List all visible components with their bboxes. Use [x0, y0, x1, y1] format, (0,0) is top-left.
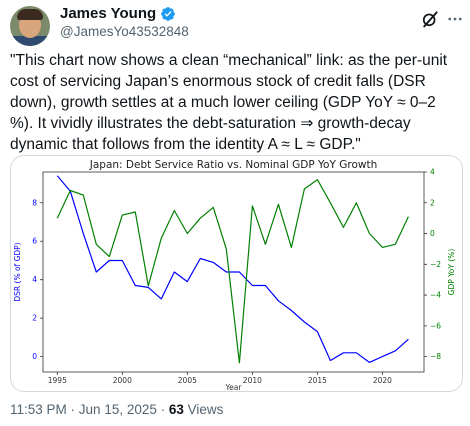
x-tick-label: 2020: [373, 376, 392, 385]
grok-icon[interactable]: [420, 9, 440, 29]
chart-title: Japan: Debt Service Ratio vs. Nominal GD…: [89, 159, 377, 171]
views-label: Views: [183, 402, 224, 417]
y-left-tick-label: 2: [32, 314, 37, 323]
y-left-tick-label: 8: [32, 198, 37, 207]
more-icon[interactable]: [446, 9, 464, 29]
gdp-series-line: [56, 179, 409, 364]
x-tick-label: 2010: [243, 376, 262, 385]
dsr-series-line: [56, 175, 409, 363]
y-right-tick-label: −8: [430, 352, 441, 361]
y-right-tick-label: 2: [430, 198, 435, 207]
tweet-footer: 11:53 PM · Jun 15, 2025 · 63 Views: [10, 402, 223, 417]
x-tick-label: 2015: [308, 376, 327, 385]
y-right-tick-label: −6: [430, 321, 441, 330]
separator: ·: [66, 402, 79, 417]
tweet-text: "This chart now shows a clean “mechanica…: [10, 52, 448, 153]
tweet-time[interactable]: 11:53 PM: [10, 402, 67, 417]
tweet-date[interactable]: Jun 15, 2025: [78, 402, 157, 417]
verified-badge-icon: [161, 6, 175, 21]
y-left-axis-label: DSR (% of GDP): [13, 242, 22, 301]
author-name[interactable]: James Young: [60, 5, 157, 22]
y-right-tick-label: −4: [430, 291, 441, 300]
y-right-tick-label: −2: [430, 260, 441, 269]
y-right-tick-label: 0: [430, 229, 435, 238]
y-left-tick-label: 0: [32, 352, 37, 361]
chart-image[interactable]: Japan: Debt Service Ratio vs. Nominal GD…: [10, 155, 463, 392]
author-handle[interactable]: @JamesYo43532848: [60, 24, 189, 39]
x-tick-label: 2005: [178, 376, 197, 385]
y-left-tick-label: 4: [32, 275, 37, 284]
y-left-tick-label: 6: [32, 237, 37, 246]
chart: Japan: Debt Service Ratio vs. Nominal GD…: [13, 159, 456, 391]
x-axis-label: Year: [225, 383, 243, 391]
y-right-tick-label: 4: [430, 168, 435, 177]
y-right-axis-label: GDP YoY (%): [447, 249, 456, 296]
separator: ·: [156, 402, 169, 417]
x-tick-label: 1995: [48, 376, 67, 385]
views-count: 63: [168, 402, 184, 417]
x-tick-label: 2000: [113, 376, 132, 385]
avatar[interactable]: [10, 6, 50, 46]
author-name-row[interactable]: James Young: [60, 5, 176, 22]
plot-frame: [42, 171, 425, 373]
